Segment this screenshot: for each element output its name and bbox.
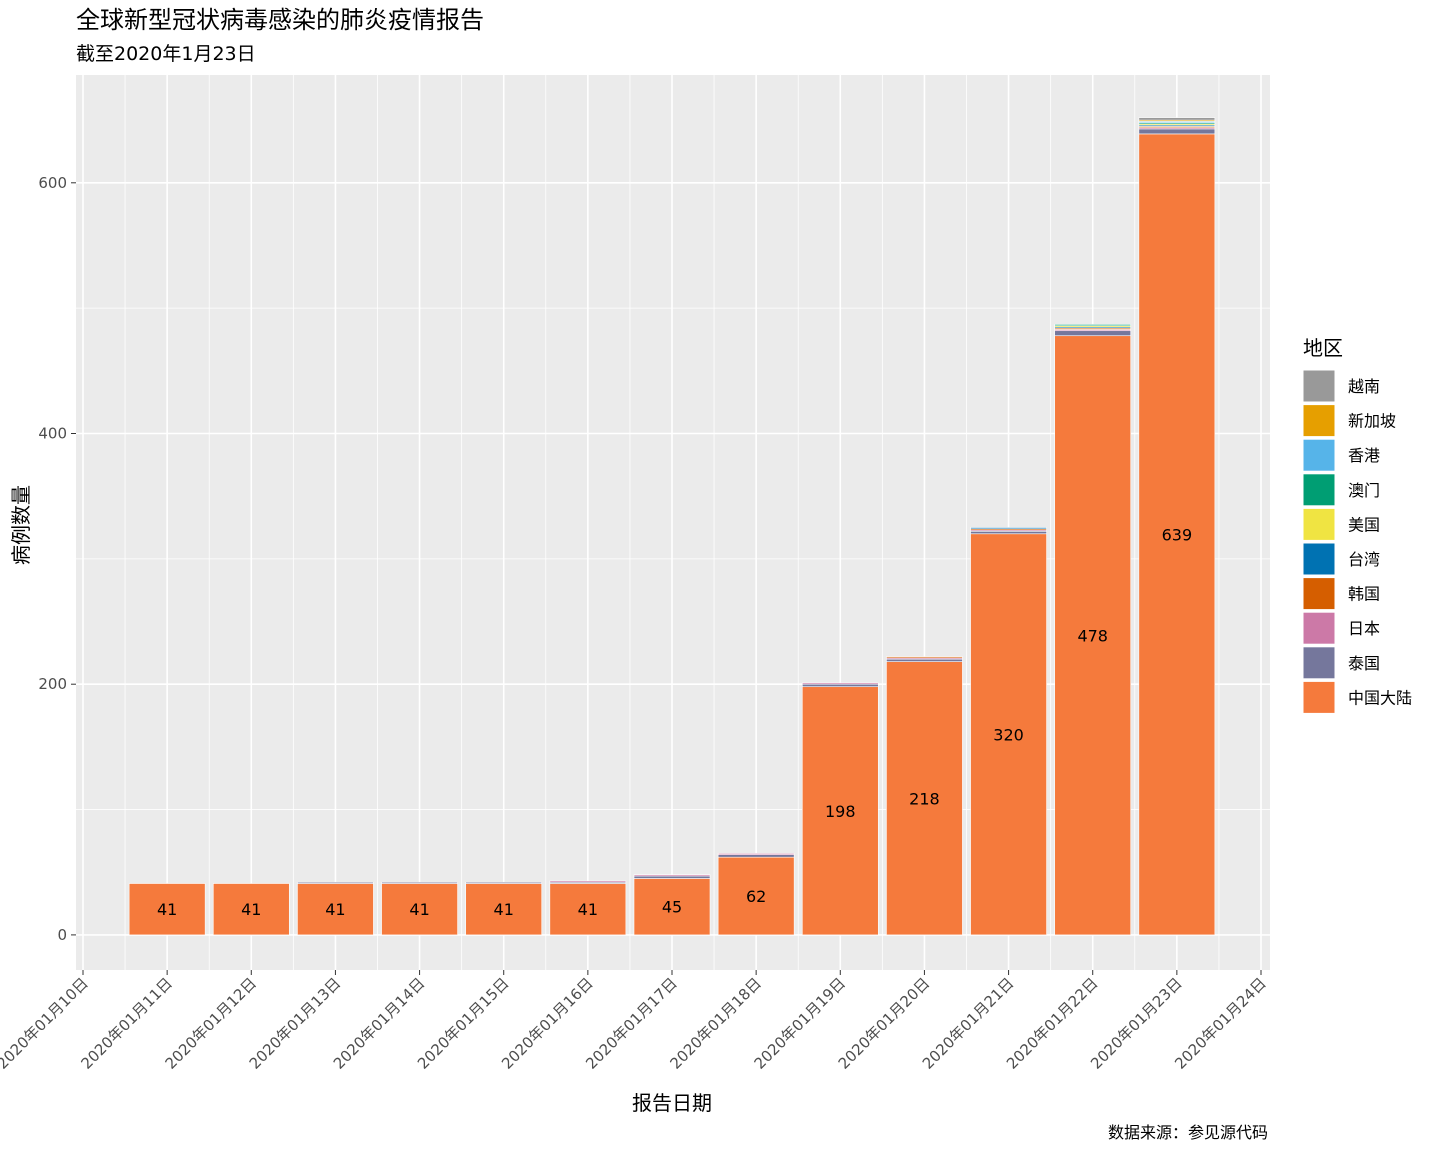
legend-label: 台湾: [1348, 550, 1380, 569]
data-label: 41: [578, 900, 598, 919]
chart-subtitle: 截至2020年1月23日: [76, 43, 256, 65]
data-label: 198: [825, 802, 856, 821]
y-tick-label: 400: [38, 425, 67, 443]
x-tick-label: 2020年01月17日: [582, 974, 681, 1073]
bar-segment: [381, 883, 458, 936]
x-axis-title: 报告日期: [632, 1091, 712, 1115]
x-tick-label: 2020年01月24日: [1171, 974, 1270, 1073]
bar-segment: [549, 880, 627, 883]
data-label: 41: [494, 900, 514, 919]
chart-title: 全球新型冠状病毒感染的肺炎疫情报告: [76, 6, 484, 34]
data-label: 62: [746, 887, 766, 906]
bar-segment: [633, 874, 711, 877]
bar-segment: [801, 683, 879, 688]
bar-segment: [212, 883, 290, 936]
x-tick-label: 2020年01月15日: [414, 974, 513, 1073]
legend-key: [1302, 507, 1336, 541]
legend-label: 美国: [1348, 515, 1380, 534]
y-axis-title: 病例数量: [9, 485, 33, 565]
x-tick-label: 2020年01月21日: [919, 974, 1018, 1073]
legend-key: [1302, 646, 1336, 680]
bar-segment: [717, 854, 795, 858]
x-tick-label: 2020年01月13日: [246, 974, 345, 1073]
legend-label: 澳门: [1348, 481, 1380, 500]
data-label: 41: [157, 900, 177, 919]
bar-segment: [633, 878, 711, 936]
bar-segment: [1054, 324, 1132, 327]
legend-label: 新加坡: [1348, 412, 1396, 431]
bar-segment: [801, 682, 879, 685]
legend-label: 泰国: [1348, 654, 1380, 673]
legend-key: [1302, 542, 1336, 576]
bar-segment: [886, 658, 963, 662]
legend-label: 韩国: [1348, 585, 1380, 604]
x-tick-label: 2020年01月18日: [666, 974, 765, 1073]
x-tick-label: 2020年01月22日: [1003, 974, 1102, 1073]
legend-key: [1302, 404, 1336, 438]
bar-segment: [465, 883, 543, 936]
y-tick-label: 0: [57, 926, 67, 944]
data-label: 478: [1077, 626, 1108, 645]
bar-segment: [1054, 330, 1132, 337]
legend-key: [1302, 473, 1336, 507]
x-tick-label: 2020年01月23日: [1087, 974, 1186, 1073]
data-label: 218: [909, 789, 940, 808]
data-label: 320: [993, 725, 1024, 744]
legend-key: [1302, 577, 1336, 611]
legend-key: [1302, 680, 1336, 714]
legend-key: [1302, 369, 1336, 403]
legend-label: 香港: [1348, 446, 1380, 465]
bar-segment: [633, 875, 711, 879]
bar-segment: [717, 853, 795, 855]
bar-segment: [717, 856, 795, 936]
bar-segment: [1138, 133, 1216, 936]
x-tick-label: 2020年01月11日: [77, 974, 176, 1073]
data-label: 41: [241, 900, 261, 919]
x-tick-label: 2020年01月19日: [751, 974, 850, 1073]
data-label: 45: [662, 898, 682, 917]
bar-segment: [128, 883, 206, 936]
bar-segment: [465, 881, 543, 884]
legend-label: 日本: [1348, 619, 1380, 638]
x-tick-label: 2020年01月12日: [162, 974, 261, 1073]
y-tick-label: 200: [38, 675, 67, 693]
bar-segment: [970, 530, 1047, 535]
x-tick-label: 2020年01月14日: [330, 974, 429, 1073]
bar-segment: [970, 527, 1047, 530]
legend-title: 地区: [1303, 336, 1343, 360]
legend-key: [1302, 438, 1336, 472]
data-label: 639: [1162, 525, 1193, 544]
bar-segment: [297, 883, 374, 936]
bar-segment: [886, 656, 963, 659]
bar-segment: [297, 881, 374, 884]
bar-segment: [1138, 128, 1216, 135]
x-tick-label: 2020年01月20日: [835, 974, 934, 1073]
x-tick-label: 2020年01月16日: [498, 974, 597, 1073]
bar-segment: [1054, 335, 1132, 936]
bar-segment: [381, 881, 458, 884]
bar-segment: [970, 533, 1047, 936]
y-tick-label: 600: [38, 174, 67, 192]
data-label: 41: [325, 900, 345, 919]
bar-segment: [801, 686, 879, 936]
data-label: 41: [409, 900, 429, 919]
bar-segment: [1138, 117, 1216, 121]
x-tick-label: 2020年01月10日: [0, 974, 92, 1073]
legend-label: 越南: [1348, 377, 1380, 396]
legend-label: 中国大陆: [1348, 688, 1412, 707]
legend-key: [1302, 611, 1336, 645]
caption: 数据来源：参见源代码: [1108, 1123, 1268, 1142]
bar-segment: [886, 661, 963, 936]
